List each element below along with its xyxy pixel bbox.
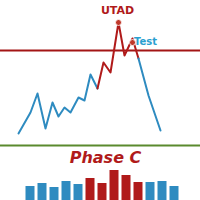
svg-text:Test: Test: [134, 36, 157, 47]
svg-text:Phase C: Phase C: [70, 148, 142, 167]
svg-text:UTAD: UTAD: [101, 4, 134, 17]
